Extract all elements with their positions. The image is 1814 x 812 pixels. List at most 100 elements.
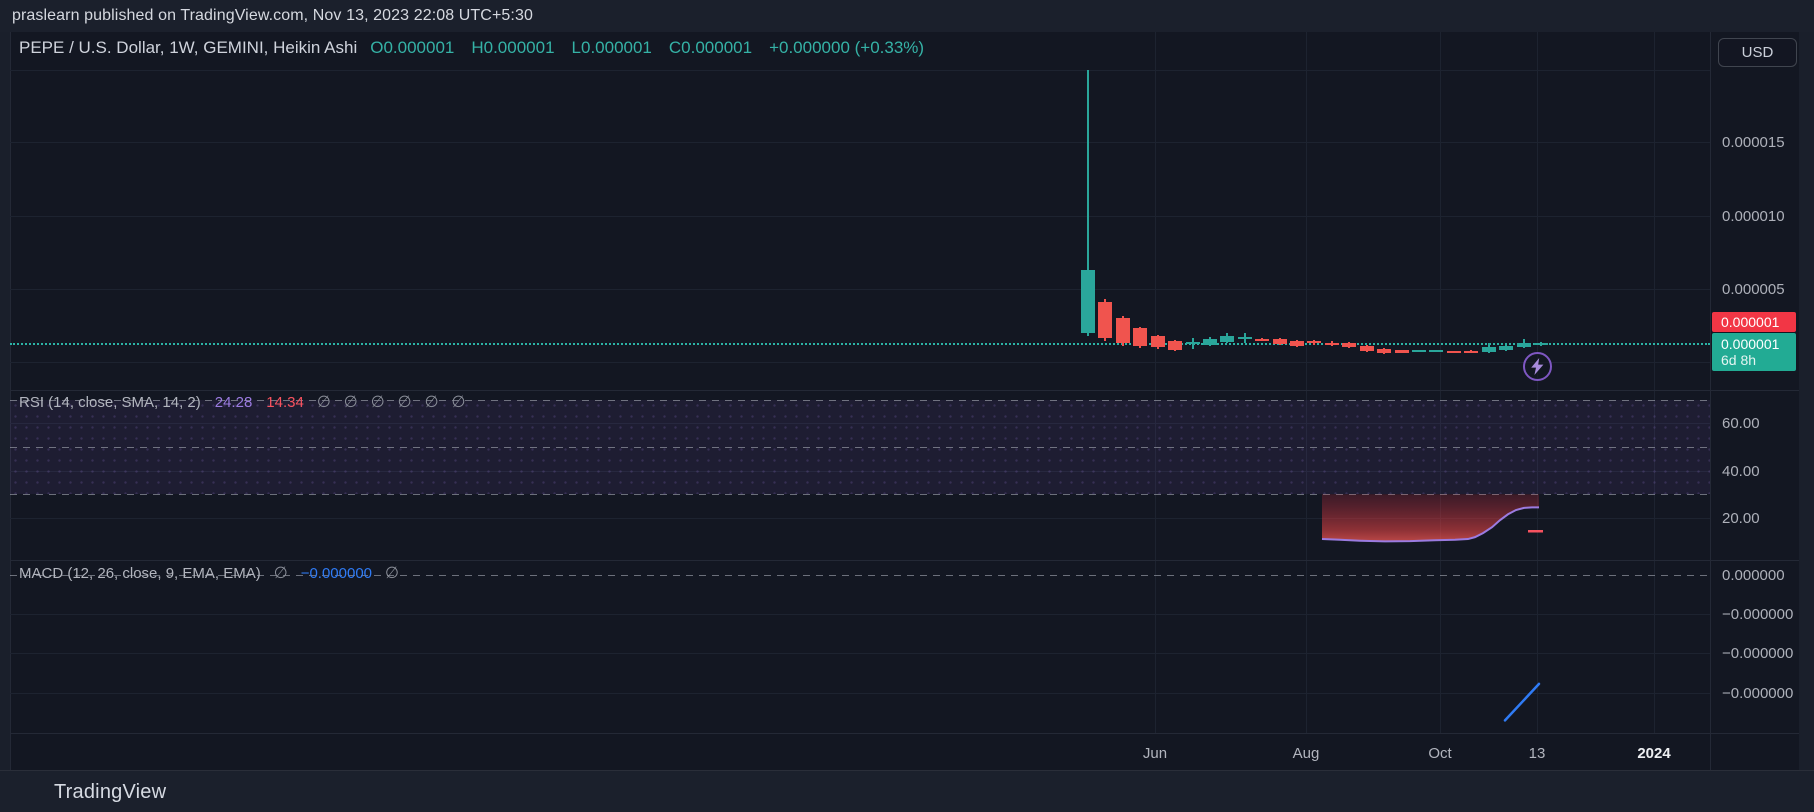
current-price-line [10,342,1710,345]
candle [1290,341,1305,346]
candle [1464,350,1479,353]
symbol-title: PEPE / U.S. Dollar, 1W, GEMINI, Heikin A… [19,38,358,57]
gridline-v [1306,32,1307,733]
macd-axis-label: −0.000000 [1722,645,1794,662]
candle [1377,348,1392,354]
flash-button[interactable] [1523,352,1552,381]
candle [1516,342,1531,348]
rsi-value: 24.28 [214,393,253,411]
empty-set-icon: ∅ [397,394,412,411]
candle [1098,301,1113,339]
pane-separator [10,733,1799,734]
candle [1150,335,1165,348]
macd-axis-label: −0.000000 [1722,684,1794,702]
price-axis-label: 0.000010 [1722,207,1785,225]
candle [1185,342,1200,345]
attribution-bar: praslearn published on TradingView.com, … [0,0,1814,32]
candle [1481,347,1496,353]
rsi-header: RSI (14, close, SMA, 14, 2) 24.28 14.34 … [19,392,465,412]
bar-countdown: 6d 8h [1721,352,1757,368]
candle [1255,338,1270,341]
gridline-h [10,288,1710,290]
candle-wick [1087,69,1089,336]
macd-axis-label: −0.000000 [1722,605,1794,623]
rsi-zone-band [10,399,1710,495]
candle [1342,342,1357,348]
macd-title: MACD (12, 26, close, 9, EMA, EMA) [19,564,261,582]
gridline-h [10,361,1710,363]
current-price-tag: 0.000001 6d 8h [1712,333,1796,371]
macd-axis-label: 0.000000 [1722,567,1785,584]
time-scale[interactable] [10,733,1710,770]
tradingview-wordmark: TradingView [54,780,167,803]
pane-separator [10,560,1799,561]
price-axis-label: 0.000005 [1722,280,1785,298]
candle [1324,342,1339,345]
rsi-level-line [10,447,1710,448]
axis-separator [1710,32,1711,770]
candle [1446,351,1461,354]
gridline-h [10,613,1710,615]
time-axis-label: Oct [1428,745,1452,762]
gridline-v [1440,32,1441,733]
candle [1168,341,1183,350]
candle [1499,346,1514,350]
gridline-v [1537,32,1538,733]
time-axis-label: 13 [1528,745,1546,762]
lightning-icon [1531,358,1544,375]
candle [1411,350,1426,353]
ohlc-values: O0.000001 H0.000001 L0.000001 C0.000001 … [370,38,925,57]
rsi-axis-label: 20.00 [1722,509,1760,527]
gridline-h [10,692,1710,694]
footer-bar: TradingView [0,770,1814,812]
candle [1394,350,1409,354]
candle [1133,328,1148,347]
candle [1307,341,1322,344]
candle [1202,339,1217,345]
empty-set-icon: ∅ [343,394,358,411]
candle [1237,337,1252,340]
macd-header: MACD (12, 26, close, 9, EMA, EMA) ∅ −0.0… [19,563,399,583]
empty-set-icon: ∅ [424,394,439,411]
macd-value: −0.000000 [300,564,373,582]
empty-set-icon: ∅ [273,565,288,582]
time-axis-label: Jun [1142,745,1168,762]
empty-set-icon: ∅ [316,394,331,411]
rsi-ma-value: 14.34 [266,393,304,411]
candle [1220,335,1235,342]
gridline-h [10,215,1710,217]
candle [1429,350,1444,353]
gridline-h [10,470,1710,472]
time-axis-label: 2024 [1637,745,1671,762]
empty-set-icon: ∅ [451,394,466,411]
rsi-level-line [10,399,1710,401]
empty-set-icon: ∅ [385,565,399,582]
pane-separator [10,390,1799,391]
symbol-header: PEPE / U.S. Dollar, 1W, GEMINI, Heikin A… [19,38,924,58]
candle [1081,269,1095,334]
price-scale[interactable] [1710,32,1799,733]
candle [1533,343,1548,346]
gridline-v [1155,32,1156,733]
attribution-text: praslearn published on TradingView.com, … [12,7,533,24]
gridline-h [10,423,1710,425]
currency-toggle-button[interactable]: USD [1718,38,1797,67]
gridline-h [10,517,1710,519]
current-price: 0.000001 [1721,336,1780,352]
gridline-h [10,69,1710,71]
price-axis-label: 0.000015 [1722,134,1785,151]
rsi-level-line [10,494,1710,496]
candle [1115,317,1130,343]
candle [1272,339,1287,344]
rsi-title: RSI (14, close, SMA, 14, 2) [19,393,201,411]
empty-set-icon: ∅ [370,394,385,411]
prev-close-price: 0.000001 [1721,314,1780,330]
chart-widget [10,32,1799,770]
gridline-v [1654,32,1655,733]
rsi-axis-label: 40.00 [1722,462,1760,480]
macd-zero-line [10,575,1710,576]
prev-close-price-tag: 0.000001 [1712,312,1796,332]
time-axis-label: Aug [1292,745,1320,762]
gridline-h [10,142,1710,143]
